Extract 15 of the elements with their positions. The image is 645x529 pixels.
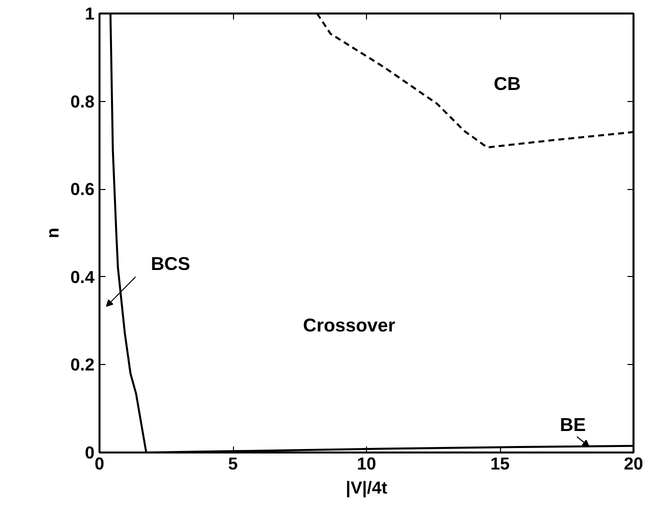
y-axis-title: n bbox=[42, 228, 62, 238]
y-tick-label: 0.6 bbox=[70, 179, 95, 200]
x-axis-title: |V|/4t bbox=[346, 478, 388, 498]
x-tick-label: 5 bbox=[228, 454, 238, 474]
annotation: BCS bbox=[150, 253, 190, 274]
y-tick-label: 0.4 bbox=[70, 266, 95, 287]
annotation: CB bbox=[494, 73, 521, 94]
y-tick-label: 1 bbox=[84, 4, 95, 24]
annotation: BE bbox=[560, 414, 586, 435]
x-tick-label: 10 bbox=[356, 454, 376, 474]
x-tick-label: 20 bbox=[624, 454, 644, 474]
annotation: Crossover bbox=[303, 314, 396, 336]
y-tick-label: 0.2 bbox=[70, 354, 95, 375]
x-tick-label: 15 bbox=[490, 454, 510, 474]
y-tick-label: 0.8 bbox=[70, 91, 95, 112]
